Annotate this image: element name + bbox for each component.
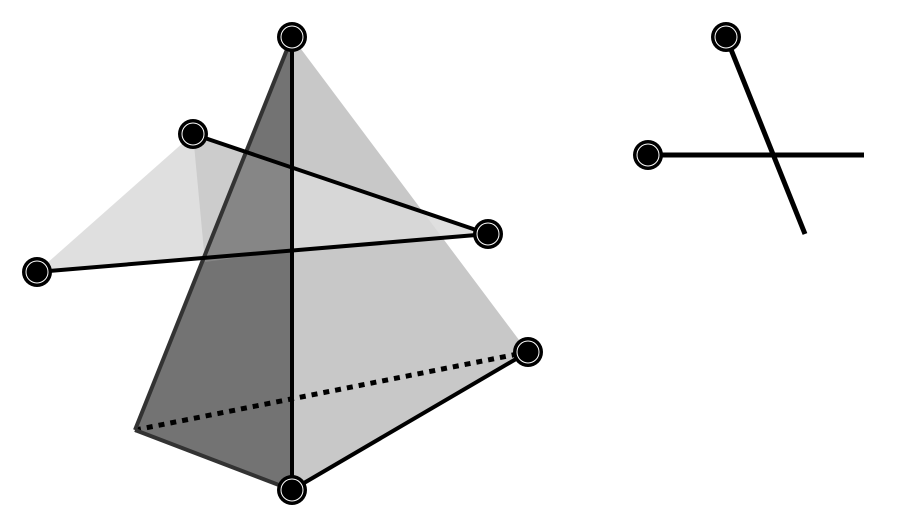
triangle-overlap [193, 134, 292, 262]
triangle-edge-top [192, 132, 489, 236]
tetrahedron-with-triangle-figure [22, 22, 543, 505]
vertex-triangle-right [473, 219, 503, 249]
vertex-tetra-bottom [277, 475, 307, 505]
tetra-edge-apex-left [133, 36, 294, 431]
vertex-tetra-right [513, 337, 543, 367]
vertex-apex [277, 22, 307, 52]
tetra-edge-bottom-right [290, 350, 530, 492]
vertex-triangle-upper [178, 119, 208, 149]
crossing-segments-figure [633, 22, 864, 235]
vertex-triangle-left [22, 257, 52, 287]
tetra-face-left [135, 37, 292, 490]
vertex-horizontal-left [633, 140, 663, 170]
triangle-edge-bottom [36, 232, 489, 274]
segment-diagonal [723, 36, 808, 235]
vertex-diagonal-top [711, 22, 741, 52]
tetra-edge-left-bottom [134, 428, 293, 492]
